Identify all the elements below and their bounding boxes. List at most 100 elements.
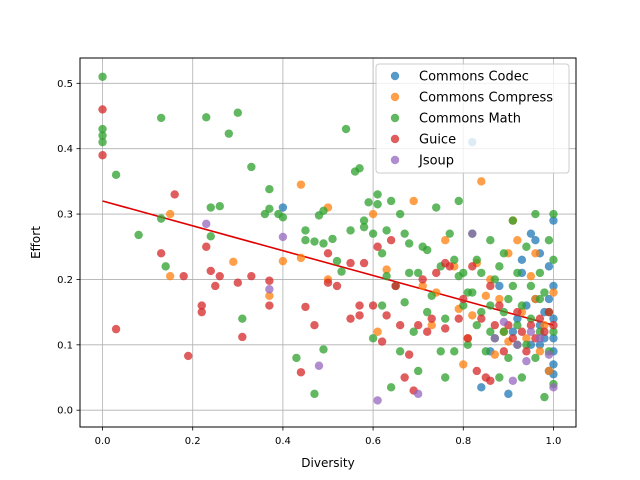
data-point	[156, 249, 166, 258]
data-point	[508, 376, 518, 385]
data-point	[490, 321, 500, 330]
data-point	[531, 209, 540, 219]
data-point	[355, 311, 364, 320]
plot-frame	[79, 57, 577, 428]
data-point	[391, 281, 400, 291]
data-point	[156, 214, 166, 223]
data-point	[233, 108, 243, 117]
data-point	[404, 350, 414, 359]
data-point	[517, 255, 527, 265]
data-point	[215, 271, 224, 281]
data-point	[549, 281, 558, 291]
data-point	[441, 373, 450, 382]
data-point	[382, 311, 391, 320]
data-point	[296, 180, 306, 189]
data-point	[292, 353, 301, 363]
data-point	[535, 294, 545, 304]
data-point	[486, 376, 495, 385]
y-tick-label: 0.0	[57, 406, 73, 417]
data-point	[359, 216, 369, 225]
data-point	[495, 294, 504, 304]
data-point	[526, 321, 536, 330]
data-point	[472, 366, 481, 376]
data-point	[544, 236, 554, 245]
y-tick-label: 0.2	[57, 275, 73, 286]
data-point	[486, 327, 495, 336]
data-point	[156, 113, 166, 123]
data-point	[98, 124, 107, 134]
data-point	[202, 219, 211, 229]
data-point	[265, 185, 274, 194]
data-point	[404, 239, 414, 248]
data-point	[535, 334, 545, 343]
y-tick-label: 0.1	[57, 340, 73, 351]
data-point	[427, 291, 436, 300]
legend: Commons Codec Commons Compress Commons Mat…	[375, 63, 570, 174]
data-point	[531, 236, 540, 245]
data-point	[296, 253, 306, 263]
data-point	[522, 242, 531, 251]
data-point	[427, 314, 436, 323]
data-point	[278, 203, 288, 212]
legend-marker	[390, 113, 400, 123]
data-point	[265, 276, 274, 285]
data-point	[499, 327, 509, 336]
data-point	[165, 271, 175, 281]
data-point	[373, 327, 382, 336]
data-point	[490, 350, 500, 359]
data-point	[504, 294, 513, 304]
data-point	[499, 307, 509, 317]
data-point	[526, 281, 536, 291]
data-point	[490, 334, 500, 343]
data-point	[486, 301, 495, 310]
data-point	[535, 268, 545, 278]
data-point	[364, 198, 373, 207]
data-point	[382, 265, 391, 274]
data-point	[165, 209, 175, 219]
data-point	[549, 327, 558, 336]
data-point	[368, 229, 378, 238]
data-point	[508, 216, 518, 225]
data-point	[247, 162, 256, 172]
data-point	[495, 373, 504, 382]
data-point	[432, 203, 441, 212]
y-tick-label: 0.3	[57, 210, 73, 221]
data-point	[296, 368, 306, 377]
x-tick-label: 0.6	[365, 436, 381, 447]
data-point	[490, 275, 500, 284]
data-point	[513, 340, 522, 350]
data-point	[513, 321, 522, 330]
data-point	[549, 288, 558, 297]
data-point	[517, 373, 527, 382]
data-point	[540, 288, 549, 297]
legend-marker	[390, 92, 400, 102]
data-point	[247, 271, 256, 281]
legend-marker	[390, 134, 400, 144]
data-point	[499, 347, 509, 356]
data-point	[531, 249, 540, 258]
data-point	[468, 229, 477, 238]
data-point	[382, 226, 391, 235]
data-point	[202, 113, 211, 122]
data-point	[278, 232, 288, 242]
data-point	[98, 105, 107, 114]
data-point	[310, 237, 319, 246]
data-point	[359, 222, 369, 232]
data-point	[526, 229, 536, 238]
data-point	[513, 236, 522, 245]
data-point	[197, 301, 206, 310]
y-tick-label: 0.5	[57, 79, 73, 90]
data-point	[463, 288, 472, 297]
data-point	[526, 271, 536, 281]
y-axis-label: Effort	[29, 226, 43, 259]
data-point	[504, 353, 513, 363]
data-point	[310, 321, 319, 330]
series-jsoup	[202, 219, 558, 405]
data-point	[454, 196, 463, 206]
data-point	[486, 281, 495, 291]
data-point	[328, 234, 337, 244]
data-point	[215, 202, 224, 211]
data-point	[549, 314, 558, 323]
data-point	[535, 347, 545, 356]
